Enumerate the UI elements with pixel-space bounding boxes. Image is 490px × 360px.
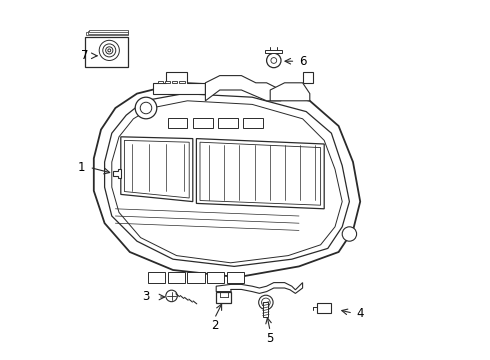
Bar	[193, 118, 213, 128]
Circle shape	[140, 102, 152, 114]
Polygon shape	[205, 76, 281, 101]
Bar	[263, 302, 269, 317]
Polygon shape	[216, 283, 303, 293]
Polygon shape	[158, 81, 163, 83]
Polygon shape	[121, 137, 193, 202]
Bar	[207, 272, 224, 283]
Text: 5: 5	[267, 332, 274, 345]
Circle shape	[259, 295, 273, 310]
Bar	[89, 30, 128, 32]
Polygon shape	[104, 94, 349, 266]
Polygon shape	[153, 72, 205, 94]
Bar	[168, 118, 187, 128]
Polygon shape	[317, 303, 331, 313]
Circle shape	[106, 47, 113, 54]
Text: 2: 2	[211, 319, 218, 332]
Polygon shape	[165, 81, 170, 83]
Polygon shape	[179, 81, 185, 83]
Circle shape	[166, 290, 177, 302]
Bar	[218, 118, 238, 128]
Polygon shape	[216, 292, 231, 303]
Bar	[148, 272, 165, 283]
Polygon shape	[112, 101, 342, 263]
Bar	[265, 50, 282, 53]
Text: 1: 1	[77, 161, 85, 174]
Bar	[85, 37, 128, 67]
Polygon shape	[196, 139, 324, 209]
Bar	[86, 32, 128, 35]
Circle shape	[342, 227, 357, 241]
Text: 6: 6	[299, 55, 306, 68]
Bar	[88, 31, 128, 34]
Bar	[243, 118, 263, 128]
Polygon shape	[172, 81, 177, 83]
Text: 4: 4	[356, 307, 364, 320]
Circle shape	[103, 44, 116, 57]
Text: 3: 3	[142, 291, 149, 303]
Polygon shape	[94, 83, 360, 277]
Polygon shape	[124, 140, 189, 198]
Circle shape	[99, 40, 120, 60]
Circle shape	[271, 58, 277, 63]
Circle shape	[267, 53, 281, 68]
Circle shape	[108, 49, 111, 52]
Bar	[227, 272, 245, 283]
Circle shape	[135, 97, 157, 119]
Bar	[168, 272, 185, 283]
Polygon shape	[200, 142, 320, 205]
Polygon shape	[270, 83, 310, 101]
Polygon shape	[303, 72, 314, 83]
Circle shape	[262, 298, 270, 307]
Polygon shape	[113, 169, 121, 178]
Bar	[187, 272, 205, 283]
Text: 7: 7	[81, 49, 89, 62]
